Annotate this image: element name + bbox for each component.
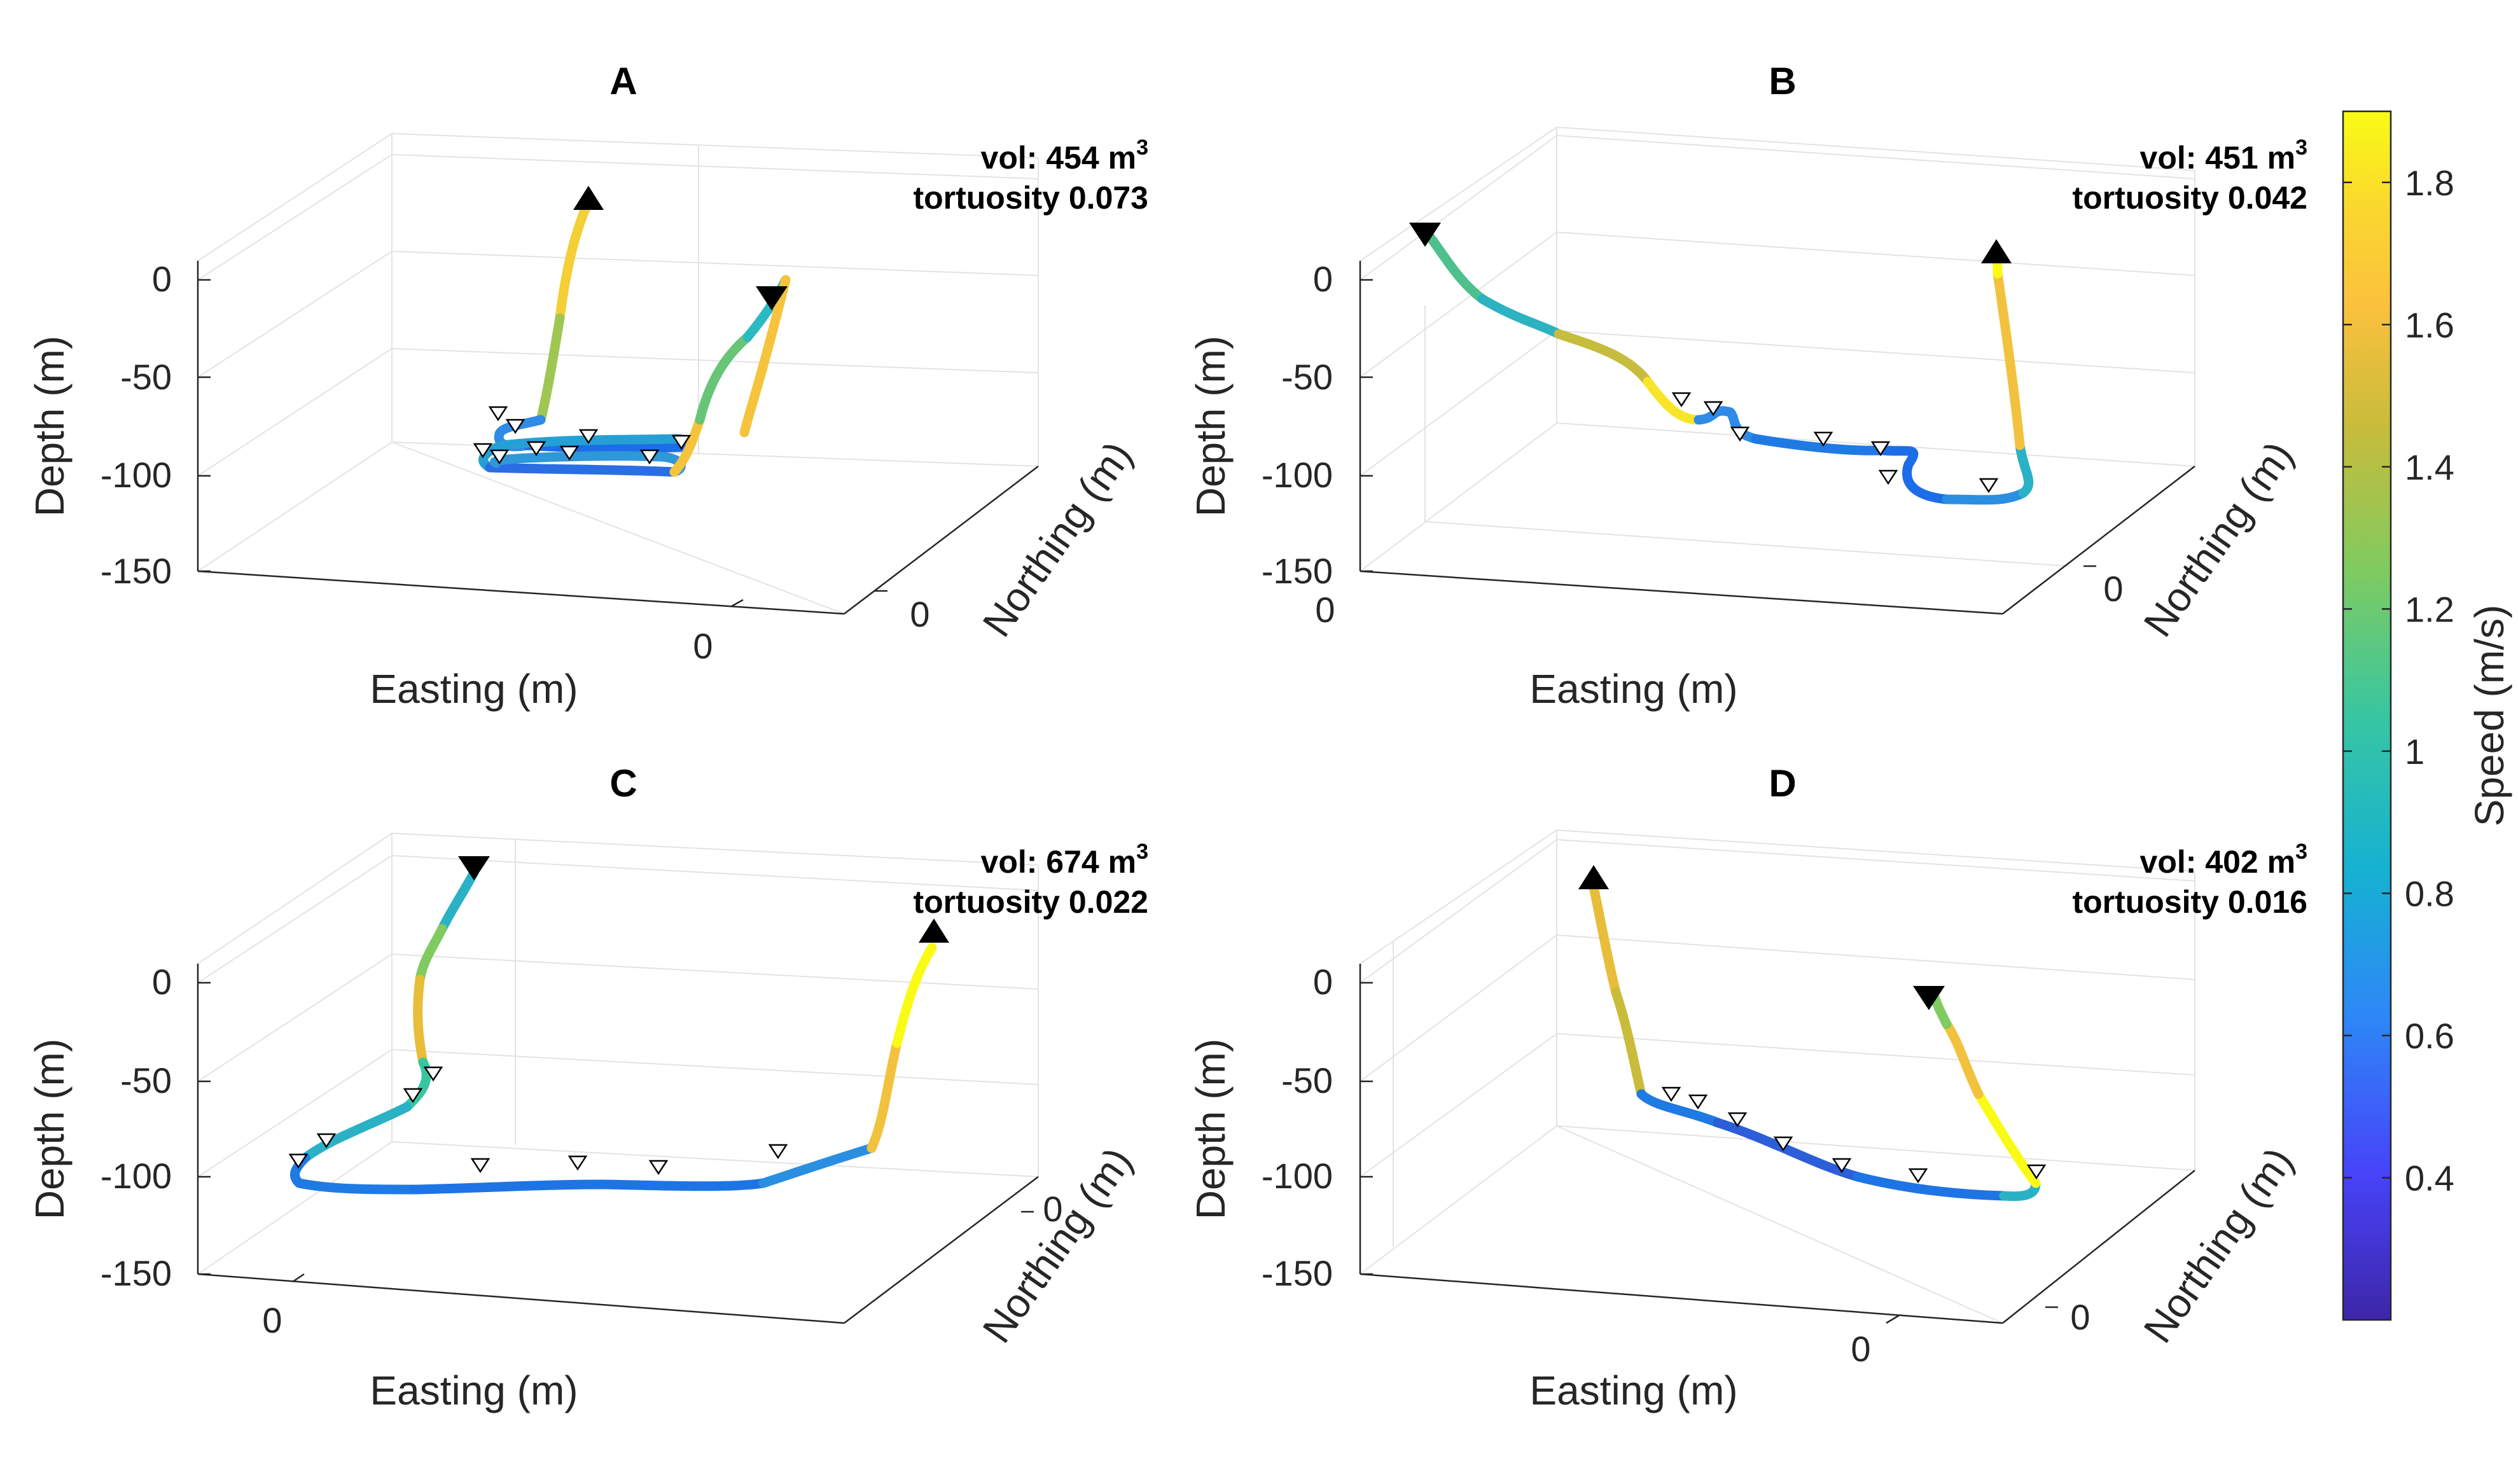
panel-a-depth-tick-3: -150 [101,551,172,591]
panel-c-start-marker [458,856,490,880]
panel-d-title: D [1769,762,1796,805]
panel-c-track [290,868,937,1195]
panel-a-markers [473,186,788,465]
panel-b-ylabel: Depth (m) [1188,336,1234,517]
panel-a-axes [197,261,1039,615]
panel-a-start-marker [573,186,604,210]
panel-d-start-marker [1578,865,1609,889]
panel-b-zlabel: Northing (m) [2135,433,2302,645]
panel-b-volume: vol: 451 m3 [2140,135,2307,176]
panel-b-tortuosity: tortuosity 0.042 [2072,180,2307,216]
panel-b-axes [1359,261,2195,615]
colorbar-tick-label: 1.2 [2405,589,2454,629]
panel-c-easting-tick: 0 [262,1300,282,1340]
panel-a-tortuosity: tortuosity 0.073 [913,180,1148,216]
panel-b: B 0 -50 -100 -150 0 0 Easting (m) Depth … [1188,60,2307,712]
panel-a-title: A [609,60,637,102]
colorbar-gradient [2342,110,2392,1321]
panel-d-end-marker [1913,986,1945,1010]
panel-c-volume: vol: 674 m3 [981,840,1148,880]
panel-d-northing-tick: 0 [2070,1297,2090,1337]
panel-b-end-marker [1981,239,2012,263]
panel-d-volume: vol: 402 m3 [2140,840,2307,880]
colorbar-tick-label: 0.4 [2405,1158,2454,1198]
panel-d-axes [1359,964,2195,1324]
panel-d-easting-tick: 0 [1851,1329,1870,1369]
panel-c-tortuosity: tortuosity 0.022 [913,884,1148,920]
panel-a-grid [197,133,1039,614]
panel-c-northing-tick: 0 [1043,1189,1062,1229]
panel-c: C 0 -50 -100 -150 0 0 Easting (m) Depth … [27,762,1148,1413]
panel-c-zlabel: Northing (m) [974,1139,1141,1351]
colorbar-tick-label: 1.4 [2405,447,2454,487]
panel-d: D 0 -50 -100 -150 0 0 Easting (m) Depth … [1188,762,2307,1413]
panel-a-track [478,197,791,477]
panel-a: A 0 -50 -100 -150 0 0 Easting (m) Depth … [27,60,1148,712]
panel-c-axes [197,964,1039,1324]
panel-b-markers [1409,223,2012,494]
panel-b-northing-tick: 0 [2103,569,2123,609]
panel-d-grid [1360,829,2195,1324]
panel-b-track [1420,225,2034,505]
colorbar-tick-label: 0.6 [2405,1016,2454,1056]
panel-a-xlabel: Easting (m) [370,666,578,712]
panel-d-track [1589,882,2041,1202]
colorbar-tick-label: 1.6 [2405,305,2454,345]
panel-a-volume: vol: 454 m3 [981,135,1148,176]
panel-c-title: C [609,762,637,805]
panel-c-end-marker [919,919,949,943]
panel-a-end-marker [756,286,788,310]
panel-c-depth-tick-2: -100 [101,1156,172,1196]
panel-c-ylabel: Depth (m) [27,1039,73,1220]
panel-b-depth-tick-2: -100 [1262,455,1333,495]
panel-c-markers [288,856,949,1175]
panel-b-depth-tick-3: -150 [1262,551,1333,591]
panel-d-depth-tick-0: 0 [1313,962,1333,1002]
colorbar-tick-label: 1.8 [2405,163,2454,203]
panel-c-grid [197,833,1039,1324]
colorbar: 0.4 0.6 0.8 1 1.2 1.4 1.6 1.8 Speed (m/s) [2342,110,2512,1321]
panel-b-depth-tick-1: -50 [1281,357,1333,397]
panel-b-depth-tick-0: 0 [1313,259,1333,299]
panel-d-ylabel: Depth (m) [1188,1039,1234,1220]
colorbar-ticks: 0.4 0.6 0.8 1 1.2 1.4 1.6 1.8 [2343,163,2454,1198]
panel-d-depth-tick-3: -150 [1262,1253,1333,1293]
panel-d-markers [1578,865,2047,1184]
colorbar-tick-label: 0.8 [2405,873,2454,913]
panel-a-depth-tick-2: -100 [101,455,172,495]
panel-d-depth-tick-1: -50 [1281,1060,1333,1100]
panel-d-zlabel: Northing (m) [2135,1139,2302,1351]
panel-b-start-marker [1409,223,1441,247]
panel-c-depth-tick-0: 0 [152,962,172,1002]
panel-c-depth-tick-1: -50 [120,1060,172,1100]
panel-a-depth-tick-0: 0 [152,259,172,299]
panel-a-ylabel: Depth (m) [27,336,73,517]
panel-a-depth-tick-1: -50 [120,357,172,397]
panel-b-xlabel: Easting (m) [1529,666,1737,712]
panel-c-xlabel: Easting (m) [370,1368,578,1413]
panel-b-grid [1360,127,2195,572]
panel-c-depth-tick-3: -150 [101,1253,172,1293]
colorbar-tick-label: 1 [2405,732,2424,772]
colorbar-label: Speed (m/s) [2466,605,2512,827]
panel-d-depth-tick-2: -100 [1262,1156,1333,1196]
panel-d-xlabel: Easting (m) [1529,1368,1737,1413]
panel-a-easting-tick: 0 [693,626,713,666]
panel-d-tortuosity: tortuosity 0.016 [2072,884,2307,920]
panel-b-easting-tick: 0 [1315,590,1335,630]
panel-a-northing-tick: 0 [910,594,929,634]
panel-b-title: B [1769,60,1796,102]
